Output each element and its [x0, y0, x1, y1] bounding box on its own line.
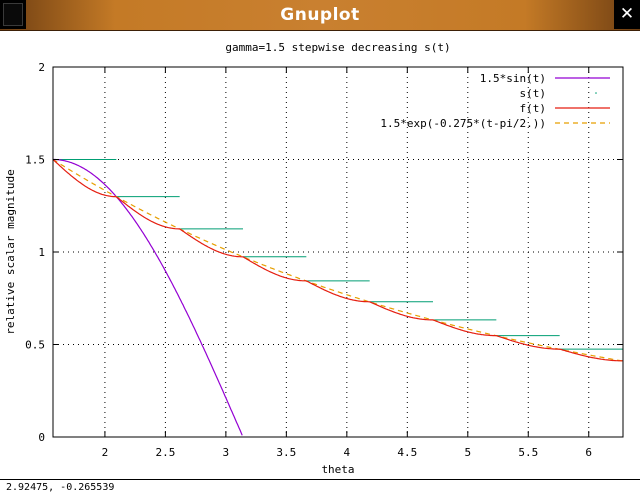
- x-tick-label: 5: [464, 446, 471, 459]
- mouse-coordinates: 2.92475, -0.265539: [6, 482, 115, 493]
- legend-label: f(t): [520, 102, 547, 115]
- chart-title: gamma=1.5 stepwise decreasing s(t): [225, 41, 450, 54]
- legend-label: s(t): [520, 87, 547, 100]
- series-lines: [52, 158, 624, 436]
- f-curve: [52, 159, 623, 362]
- y-tick-label: 0: [38, 431, 45, 444]
- legend: 1.5*sin(t) s(t) f(t) 1.5*exp(-0.275*(t-pi/2…: [380, 72, 610, 130]
- title-bar[interactable]: Gnuplot ✕: [0, 0, 640, 31]
- y-axis-label: relative scalar magnitude: [4, 169, 17, 335]
- close-glyph: ✕: [619, 4, 635, 24]
- axis-ticks: 2 2.5 3 3.5 4 4.5 5 5.5 6 0 0.5 1 1.5 2: [25, 61, 623, 459]
- plot-area[interactable]: 2 2.5 3 3.5 4 4.5 5 5.5 6 0 0.5 1 1.5 2 gamma=1.5 ste…: [0, 31, 640, 478]
- x-tick-label: 2: [102, 446, 109, 459]
- grid: [53, 67, 623, 437]
- y-tick-label: 1.5: [25, 154, 45, 167]
- exp-curve: [52, 158, 624, 362]
- x-axis-label: theta: [321, 463, 354, 476]
- window-menu-icon[interactable]: [0, 0, 26, 29]
- legend-sample: [595, 92, 597, 94]
- legend-label: 1.5*sin(t): [480, 72, 546, 85]
- x-tick-label: 5.5: [518, 446, 538, 459]
- legend-label: 1.5*exp(-0.275*(t-pi/2.)): [380, 117, 546, 130]
- sin-curve: [53, 158, 243, 436]
- y-tick-label: 1: [38, 246, 45, 259]
- x-tick-label: 4.5: [397, 446, 417, 459]
- status-bar: 2.92475, -0.265539: [0, 479, 640, 501]
- close-icon[interactable]: ✕: [614, 0, 640, 29]
- x-tick-label: 2.5: [155, 446, 175, 459]
- x-tick-label: 3.5: [276, 446, 296, 459]
- window-title: Gnuplot: [280, 5, 360, 25]
- x-tick-label: 3: [223, 446, 230, 459]
- x-tick-label: 4: [344, 446, 351, 459]
- y-tick-label: 2: [38, 61, 45, 74]
- y-tick-label: 0.5: [25, 339, 45, 352]
- x-tick-label: 6: [585, 446, 592, 459]
